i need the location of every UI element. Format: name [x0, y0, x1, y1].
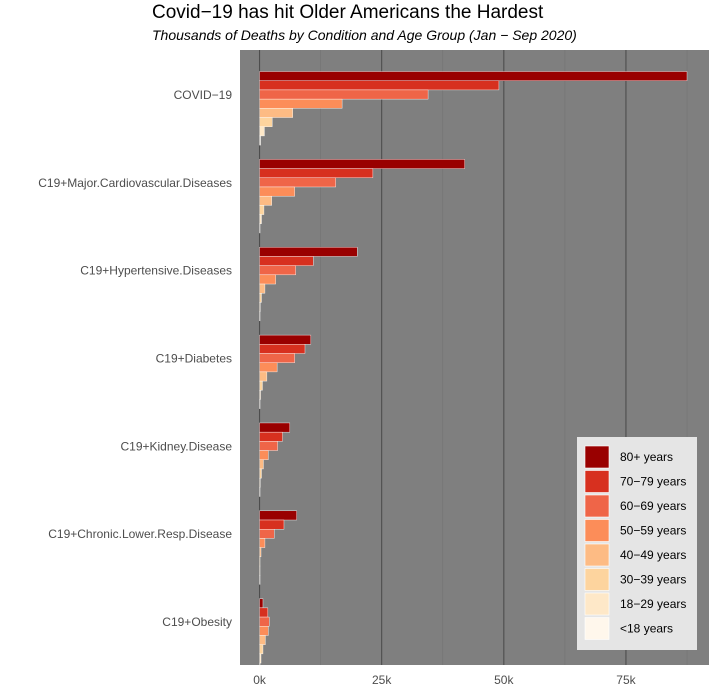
bar — [259, 214, 262, 224]
bar — [259, 274, 276, 285]
legend-label: 60−69 years — [620, 499, 686, 513]
bar — [259, 168, 374, 178]
x-tick-label: 25k — [372, 673, 392, 687]
bar — [259, 71, 688, 81]
legend-key — [584, 494, 610, 518]
bar — [259, 450, 269, 460]
bar — [259, 265, 296, 276]
bar — [259, 598, 264, 609]
bar — [259, 468, 262, 479]
bar — [259, 422, 291, 433]
bar — [259, 626, 269, 636]
legend-label: <18 years — [620, 622, 673, 636]
y-tick-label: C19+Diabetes — [156, 352, 232, 366]
bar — [259, 487, 261, 497]
bar — [259, 205, 265, 215]
bar — [259, 575, 261, 585]
bar — [259, 510, 297, 521]
legend-key — [584, 617, 610, 640]
legend: 80+ years 70−79 years 60−69 years 50−59 yea… — [577, 437, 697, 650]
bar — [259, 644, 264, 655]
y-axis-labels: COVID−19 C19+Major.Cardiovascular.Disease… — [38, 88, 232, 629]
bar — [259, 547, 262, 558]
bar — [259, 344, 306, 354]
bar — [259, 529, 275, 539]
bar — [259, 293, 262, 303]
x-axis-labels: 0k 25k 50k 75k — [253, 673, 636, 687]
bar — [259, 80, 500, 91]
chart-title: Covid−19 has hit Older Americans the Har… — [152, 2, 544, 23]
bar — [259, 223, 261, 234]
legend-label: 40−49 years — [620, 548, 686, 562]
bar — [259, 441, 278, 451]
bar — [259, 135, 261, 146]
bar — [259, 334, 312, 345]
bars — [259, 71, 688, 673]
legend-key — [584, 519, 610, 542]
y-tick-label: C19+Kidney.Disease — [120, 439, 232, 453]
legend-key — [584, 470, 610, 493]
bar — [259, 89, 429, 100]
bar — [259, 538, 266, 548]
legend-key — [584, 592, 610, 616]
bar — [259, 362, 278, 373]
legend-label: 30−39 years — [620, 573, 686, 587]
bar — [259, 635, 266, 645]
bar — [259, 186, 295, 197]
legend-key — [584, 445, 610, 469]
bar — [259, 302, 261, 312]
bar — [259, 390, 261, 400]
bar — [259, 247, 358, 257]
bar — [259, 311, 261, 322]
bar — [259, 380, 263, 391]
y-tick-label: C19+Major.Cardiovascular.Diseases — [38, 176, 232, 190]
x-tick-label: 0k — [253, 673, 267, 687]
legend-label: 80+ years — [620, 450, 673, 464]
bar — [259, 477, 261, 488]
bar — [259, 662, 261, 673]
bar — [259, 519, 285, 530]
bar — [259, 256, 314, 266]
y-tick-label: C19+Hypertensive.Diseases — [80, 264, 232, 278]
bar — [259, 126, 265, 137]
bar — [259, 177, 336, 188]
y-tick-label: C19+Chronic.Lower.Resp.Disease — [48, 527, 232, 541]
bar — [259, 431, 283, 442]
bar — [259, 607, 269, 618]
bar — [259, 283, 266, 294]
bar — [259, 399, 261, 409]
x-tick-label: 75k — [616, 673, 636, 687]
chart-subtitle: Thousands of Deaths by Condition and Age… — [152, 27, 577, 43]
bar — [259, 117, 273, 127]
y-tick-label: C19+Obesity — [162, 615, 232, 629]
legend-key — [584, 568, 610, 591]
bar — [259, 653, 262, 664]
y-tick-label: COVID−19 — [174, 88, 233, 102]
bar — [259, 108, 293, 118]
bar — [259, 159, 465, 169]
bar — [259, 459, 264, 470]
legend-label: 18−29 years — [620, 597, 686, 611]
bar — [259, 371, 268, 382]
bar — [259, 195, 272, 206]
legend-label: 50−59 years — [620, 524, 686, 538]
bar — [259, 616, 270, 627]
bar — [259, 556, 261, 567]
legend-label: 70−79 years — [620, 475, 686, 489]
x-tick-label: 50k — [494, 673, 514, 687]
bar — [259, 98, 343, 109]
bar — [259, 565, 261, 576]
legend-key — [584, 543, 610, 567]
bar — [259, 353, 295, 363]
